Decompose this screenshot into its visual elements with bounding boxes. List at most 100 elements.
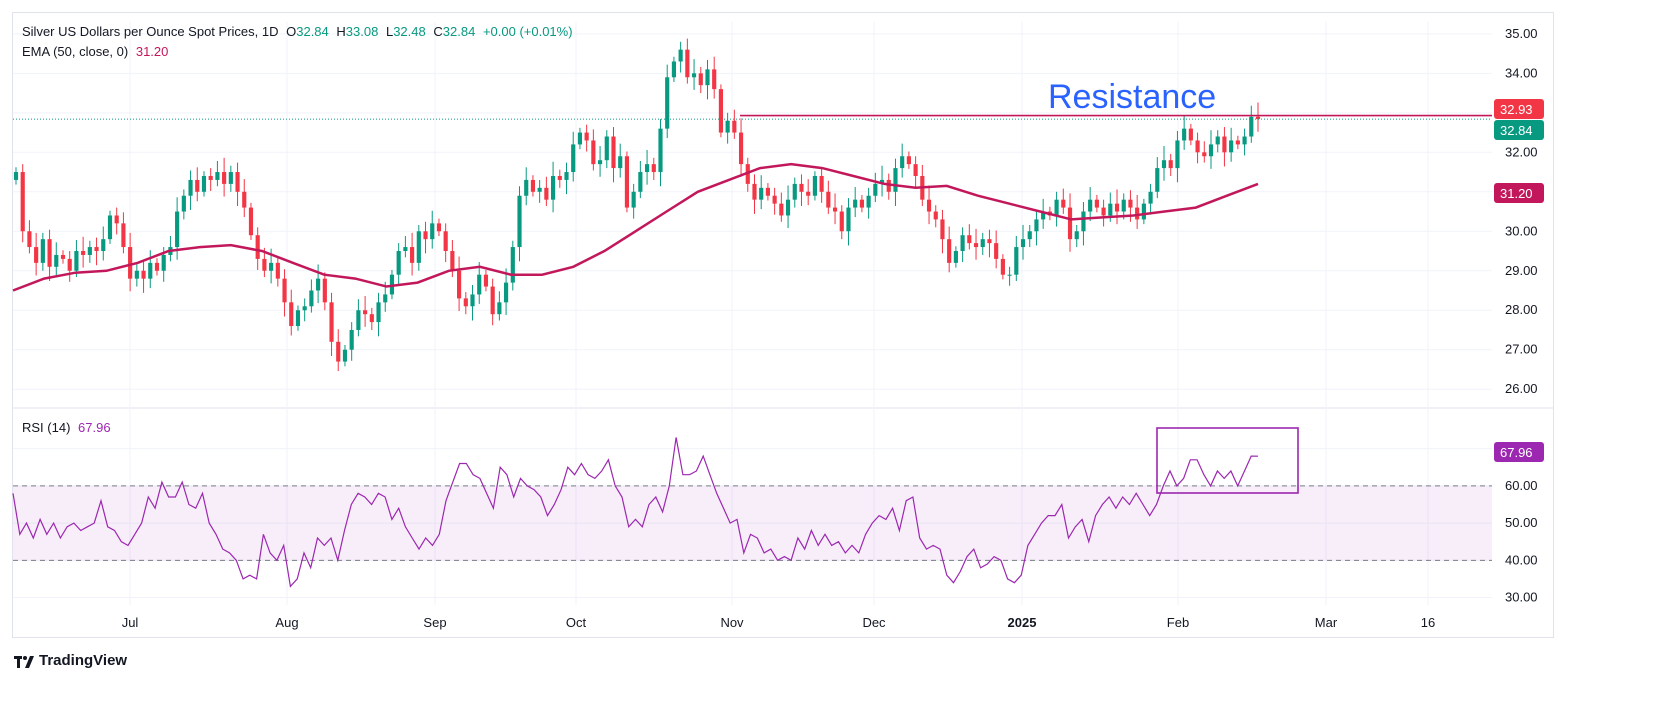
candle-body	[20, 172, 25, 232]
price-legend: Silver US Dollars per Ounce Spot Prices,…	[22, 24, 577, 39]
candle-body	[101, 239, 106, 252]
rsi-line-group	[12, 427, 1299, 588]
candle-body	[839, 211, 844, 232]
candle-body	[81, 251, 86, 255]
candle-body	[67, 258, 72, 271]
candle-body	[1148, 191, 1153, 204]
candle-body	[1229, 140, 1234, 153]
x-tick-label: Mar	[1315, 615, 1338, 630]
price-tick-label: 29.00	[1505, 263, 1538, 278]
candle-body	[1242, 136, 1247, 145]
candle-body	[1108, 203, 1113, 216]
candle-body	[134, 270, 139, 279]
chart-frame	[12, 12, 1554, 638]
candle-body	[396, 251, 401, 275]
candle-body	[248, 207, 254, 236]
candle-body	[611, 136, 616, 169]
low-value: 32.48	[393, 24, 426, 39]
price-tag-bg	[1494, 120, 1544, 140]
candle-body	[759, 187, 764, 200]
candle-body	[295, 310, 301, 327]
candle-body	[665, 77, 670, 129]
candle-body	[154, 262, 160, 271]
candle-body	[799, 183, 804, 192]
candle-body	[1027, 231, 1032, 240]
candle-body	[363, 310, 368, 315]
candle-body	[1235, 140, 1240, 145]
candle-body	[779, 203, 784, 216]
candle-body	[74, 251, 79, 271]
candle-body	[1255, 116, 1261, 120]
candle-body	[926, 199, 932, 212]
rsi-band-fill	[13, 485, 1492, 561]
candle-body	[651, 164, 656, 173]
candle-body	[826, 191, 831, 208]
candle-body	[524, 179, 529, 196]
resistance-annotation: Resistance	[1048, 78, 1216, 116]
price-tick-label: 32.00	[1505, 144, 1538, 159]
candle-body	[1074, 231, 1079, 240]
candle-body	[1101, 207, 1106, 216]
rsi-band	[13, 485, 1492, 561]
candle-body	[564, 172, 569, 180]
candle-body	[289, 302, 294, 327]
candle-body	[121, 223, 126, 248]
candle-body	[322, 278, 327, 303]
candle-body	[463, 298, 468, 307]
high-label: H	[336, 24, 346, 39]
candle-body	[1222, 136, 1227, 153]
candle-body	[376, 302, 381, 323]
candle-body	[128, 247, 133, 279]
candle-body	[658, 128, 663, 173]
candle-body	[235, 172, 240, 192]
tradingview-logo[interactable]: TradingView	[14, 652, 127, 669]
symbol-title: Silver US Dollars per Ounce Spot Prices,…	[22, 24, 279, 39]
candle-body	[316, 278, 321, 291]
candle-body	[201, 175, 207, 192]
rsi-tick-label: 40.00	[1505, 552, 1538, 567]
candle-body	[732, 120, 737, 133]
candle-body	[423, 231, 428, 240]
rsi-tag-label: 67.96	[1500, 445, 1533, 460]
candle-body	[403, 247, 408, 252]
candle-body	[94, 247, 99, 252]
candle-body	[913, 164, 918, 176]
price-tag-label: 31.20	[1500, 186, 1533, 201]
x-tick-label: Nov	[720, 615, 744, 630]
candle-body	[644, 164, 650, 173]
candle-body	[1215, 136, 1220, 145]
candle-body	[691, 73, 697, 78]
candle-body	[490, 286, 495, 315]
candle-body	[712, 69, 717, 90]
candle-body	[806, 191, 811, 196]
rsi-tag-bg	[1494, 442, 1544, 462]
candle-body	[416, 231, 421, 263]
candle-body	[54, 254, 59, 267]
candle-body	[1182, 128, 1187, 141]
candle-body	[906, 156, 911, 165]
candle-body	[114, 215, 119, 224]
candle-body	[1141, 203, 1146, 220]
candle-body	[275, 262, 280, 279]
candle-body	[879, 179, 885, 184]
candle-body	[188, 179, 193, 196]
candle-body	[436, 223, 442, 232]
candle-body	[557, 175, 562, 180]
candle-body	[544, 187, 549, 200]
price-tick-label: 34.00	[1505, 65, 1538, 80]
rsi-tick-label: 50.00	[1505, 515, 1538, 530]
candle-body	[832, 207, 838, 212]
ema-legend: EMA (50, close, 0) 31.20	[22, 44, 172, 59]
candle-body	[624, 156, 630, 208]
candle-body	[215, 172, 220, 180]
ema-line	[12, 162, 1259, 292]
candle-body	[457, 270, 462, 299]
candle-body	[242, 191, 247, 208]
candle-body	[356, 310, 361, 330]
candle-body	[34, 247, 39, 263]
candle-body	[282, 278, 287, 303]
candle-body	[853, 199, 858, 208]
candle-body	[1208, 144, 1214, 157]
candle-body	[1155, 168, 1160, 192]
